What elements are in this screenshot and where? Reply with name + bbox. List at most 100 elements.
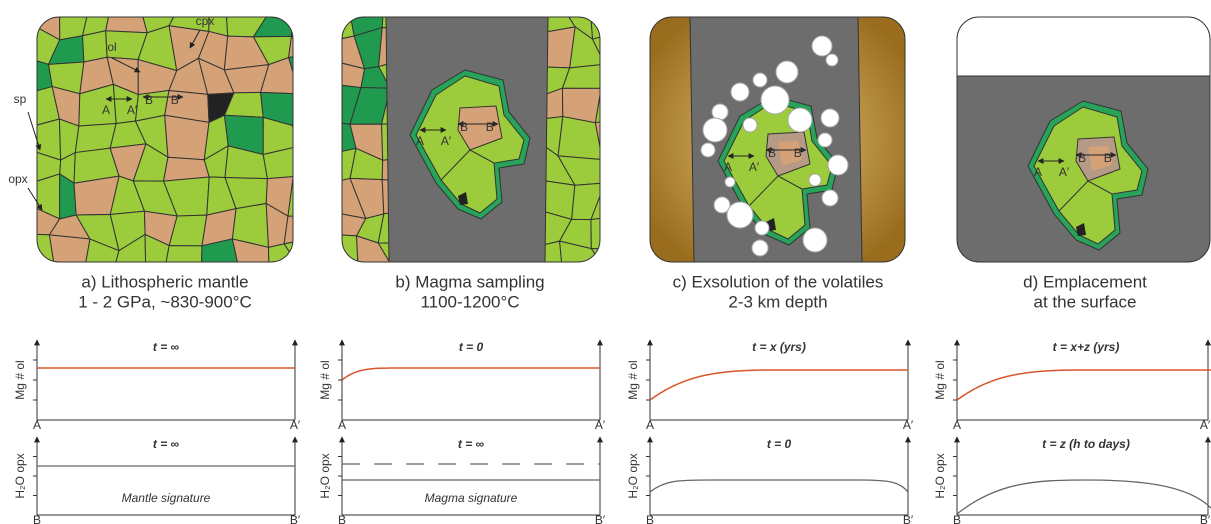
grain	[591, 248, 629, 273]
x-axis-label: A′	[1200, 418, 1211, 432]
grain	[591, 214, 631, 248]
air	[957, 17, 1210, 76]
plot-title: t = 0	[767, 437, 792, 451]
x-axis-label: B	[33, 513, 41, 524]
grain	[602, 160, 634, 187]
grain	[166, 246, 202, 276]
grain	[352, 266, 392, 302]
x-axis-label: B′	[903, 513, 914, 524]
caption: a) Lithospheric mantle	[81, 272, 248, 291]
mineral-label: cpx	[196, 14, 215, 28]
bubble	[826, 54, 838, 66]
bubble	[788, 108, 812, 132]
grain	[291, 9, 325, 38]
caption: c) Exsolution of the volatiles	[673, 272, 884, 291]
bubble	[731, 83, 749, 101]
plot-title: t = ∞	[153, 437, 180, 451]
h2o-profile	[650, 480, 908, 492]
y-axis-label: Mg # ol	[13, 360, 27, 399]
x-axis-label: B′	[1200, 513, 1211, 524]
x-axis-label: A′	[290, 418, 301, 432]
plot-title: t = x (yrs)	[752, 340, 806, 354]
bubble	[761, 86, 789, 114]
x-axis-label: A	[338, 418, 346, 432]
mg-profile	[650, 370, 908, 400]
x-axis-label: B′	[595, 513, 606, 524]
grain	[590, 0, 633, 39]
bubble	[701, 143, 715, 157]
y-axis-label: H₂O opx	[318, 453, 332, 498]
grain	[165, 115, 209, 160]
plot-title: t = 0	[459, 340, 484, 354]
profile-label: A′	[1059, 165, 1070, 179]
profile-label: A′	[749, 160, 760, 174]
grain	[595, 118, 634, 160]
profile-label: A	[724, 160, 732, 174]
bubble	[776, 61, 798, 83]
mineral-label: opx	[8, 172, 27, 186]
plot-title: t = ∞	[458, 437, 485, 451]
grain	[292, 126, 322, 149]
x-axis-label: B	[646, 513, 654, 524]
grain	[18, 266, 56, 297]
profile-label: B′	[486, 120, 497, 134]
bubble	[755, 221, 769, 235]
profile-label: A′	[441, 134, 452, 148]
y-axis-label: H₂O opx	[933, 453, 947, 498]
profile-label: A	[416, 134, 424, 148]
y-axis-label: Mg # ol	[626, 360, 640, 399]
x-axis-label: A′	[595, 418, 606, 432]
signature-note: Mantle signature	[122, 491, 211, 505]
profile-label: B	[145, 93, 153, 107]
grain	[320, 271, 358, 303]
bubble	[752, 240, 768, 256]
y-axis-label: H₂O opx	[626, 453, 640, 498]
signature-note: Magma signature	[425, 491, 518, 505]
x-axis-label: B	[953, 513, 961, 524]
grain	[49, 235, 90, 274]
bubble	[822, 190, 838, 206]
mineral-label: ol	[107, 40, 116, 54]
bubble	[753, 73, 767, 87]
x-axis-label: B	[338, 513, 346, 524]
x-axis-label: A	[646, 418, 654, 432]
caption: b) Magma sampling	[395, 272, 544, 291]
grain	[563, 267, 604, 300]
profile-label: B	[768, 146, 776, 160]
profile-label: A	[102, 103, 110, 117]
bubble	[743, 118, 757, 132]
grain	[600, 267, 635, 300]
profile-label: B′	[171, 93, 182, 107]
bubble	[727, 202, 753, 228]
profile-label: B	[1078, 151, 1086, 165]
caption: 1 - 2 GPa, ~830-900°C	[78, 292, 252, 311]
bubble	[821, 109, 839, 127]
caption: 1100-1200°C	[420, 292, 519, 311]
grain	[328, 5, 354, 40]
mineral-label: sp	[14, 92, 27, 106]
h2o-profile	[957, 480, 1211, 514]
panel-c	[650, 17, 905, 262]
bubble	[818, 133, 832, 147]
caption: d) Emplacement	[1023, 272, 1147, 291]
plot-title: t = x+z (yrs)	[1053, 340, 1120, 354]
mg-profile	[342, 368, 600, 380]
y-axis-label: H₂O opx	[13, 453, 27, 498]
grain	[289, 36, 326, 57]
grain	[264, 266, 299, 305]
profile-label: B′	[794, 146, 805, 160]
y-axis-label: Mg # ol	[933, 360, 947, 399]
grain	[292, 94, 322, 128]
figure: A A′ B B′ ol cpx sp opx A A′ B B′ A A′ B B′ A A′ B B′ a) Lit…	[0, 0, 1211, 524]
x-axis-label: A	[33, 418, 41, 432]
bubble	[812, 36, 832, 56]
y-axis-label: Mg # ol	[318, 360, 332, 399]
grain	[83, 31, 108, 62]
bubble	[828, 155, 848, 175]
grain	[292, 266, 326, 305]
plot-title: t = z (h to days)	[1042, 437, 1130, 451]
caption: at the surface	[1033, 292, 1136, 311]
grain	[289, 53, 322, 99]
profile-label: A	[1034, 165, 1042, 179]
profile-label: A′	[127, 103, 138, 117]
